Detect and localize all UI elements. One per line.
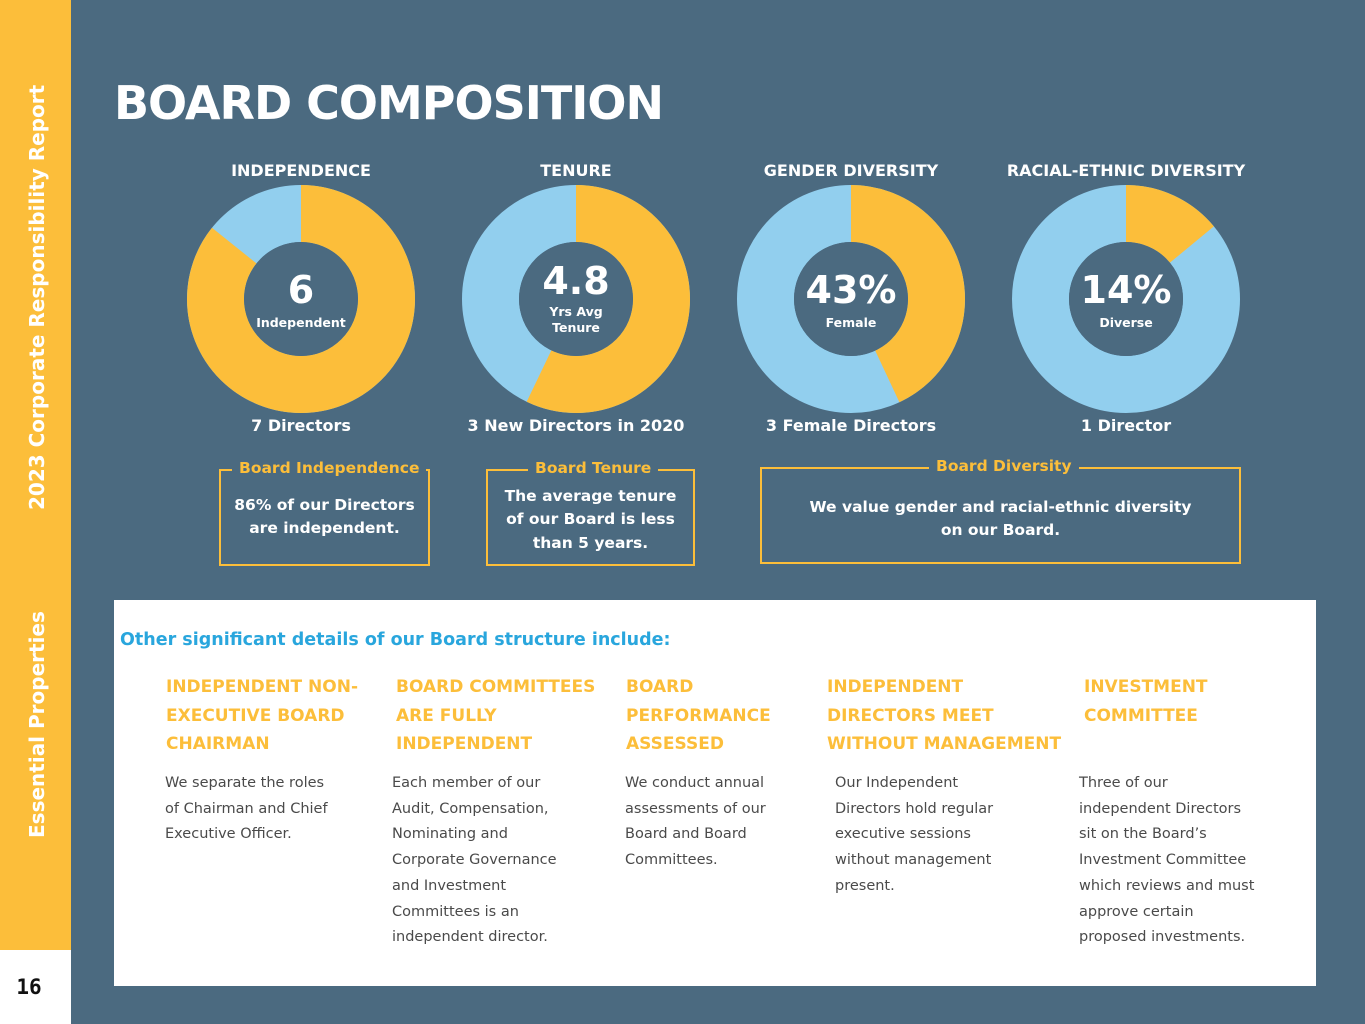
side-band: [0, 0, 71, 950]
donut-label-independence: INDEPENDENCE: [231, 161, 371, 180]
donut-caption: Yrs Avg Tenure: [549, 304, 603, 335]
donut-arc-female: [737, 185, 965, 413]
side-company-name: Essential Properties: [25, 611, 49, 838]
box-board-tenure: Board Tenure The average tenure of our B…: [486, 459, 695, 566]
detail-heading-investment: INVESTMENT COMMITTEE: [1084, 677, 1208, 726]
donut-caption: Diverse: [1099, 315, 1153, 330]
donut-sub-gender: 3 Female Directors: [765, 416, 937, 435]
donut-chart-independence: [187, 185, 415, 413]
detail-text-performance: We conduct annual assessments of our Boa…: [625, 775, 766, 869]
donut-arc-diverse: [1012, 185, 1240, 413]
donut-chart-tenure: [462, 185, 690, 413]
donut-value: 4.8: [542, 259, 610, 303]
donut-arc-independent: [187, 185, 415, 413]
box-body: 86% of our Directors are independent.: [234, 496, 415, 538]
box-title: Board Tenure: [528, 459, 659, 477]
donut-hole: [519, 242, 633, 356]
detail-text-investment: Three of our independent Directors sit o…: [1079, 775, 1255, 946]
side-report-title: 2023 Corporate Responsibility Report: [25, 84, 49, 510]
donut-hole: [244, 242, 358, 356]
donut-center-racial: 14% Diverse: [1069, 242, 1183, 356]
donut-center-tenure: 4.8 Yrs Avg Tenure: [519, 242, 633, 356]
donut-label-gender: GENDER DIVERSITY: [763, 161, 939, 180]
donut-hole: [794, 242, 908, 356]
donut-hole: [1069, 242, 1183, 356]
donut-value: 14%: [1080, 268, 1172, 312]
donut-sub-racial: 1 Director: [1080, 416, 1172, 435]
details-panel: Other significant details of our Board s…: [114, 600, 1316, 986]
donut-sub-tenure: 3 New Directors in 2020: [467, 416, 685, 435]
donut-caption: Independent: [256, 315, 346, 330]
donut-chart-racial: [1012, 185, 1240, 413]
donut-center-independence: 6 Independent: [244, 242, 358, 356]
page-number-box: [0, 950, 71, 1024]
box-body: We value gender and racial-ethnic divers…: [809, 498, 1192, 540]
donut-arc-tenure: [462, 185, 690, 413]
box-board-diversity: Board Diversity We value gender and raci…: [760, 457, 1241, 564]
page-title: BOARD COMPOSITION: [114, 76, 664, 130]
box-title: Board Independence: [232, 459, 427, 477]
donut-value: 6: [287, 268, 315, 312]
detail-text-chairman: We separate the roles of Chairman and Ch…: [165, 775, 328, 843]
detail-text-committees: Each member of our Audit, Compensation, …: [392, 775, 557, 946]
detail-heading-performance: BOARD PERFORMANCE ASSESSED: [626, 677, 771, 754]
details-intro: Other significant details of our Board s…: [120, 630, 671, 650]
donut-label-tenure: TENURE: [540, 161, 612, 180]
page-number: 16: [16, 975, 42, 999]
box-body: The average tenure of our Board is less …: [504, 487, 677, 552]
detail-heading-committees: BOARD COMMITTEES ARE FULLY INDEPENDENT: [396, 677, 596, 754]
detail-heading-independent-meet: INDEPENDENT DIRECTORS MEET WITHOUT MANAG…: [827, 677, 1062, 754]
detail-heading-chairman: INDEPENDENT NON- EXECUTIVE BOARD CHAIRMA…: [166, 677, 359, 754]
donut-center-gender: 43% Female: [794, 242, 908, 356]
box-board-independence: Board Independence 86% of our Directors …: [219, 459, 430, 566]
donut-caption: Female: [825, 315, 877, 330]
donut-label-racial: RACIAL-ETHNIC DIVERSITY: [1006, 161, 1246, 180]
box-title: Board Diversity: [929, 457, 1079, 475]
donut-chart-gender: [737, 185, 965, 413]
donut-value: 43%: [805, 268, 897, 312]
detail-text-independent-meet: Our Independent Directors hold regular e…: [835, 775, 994, 894]
donut-sub-independence: 7 Directors: [251, 416, 351, 435]
